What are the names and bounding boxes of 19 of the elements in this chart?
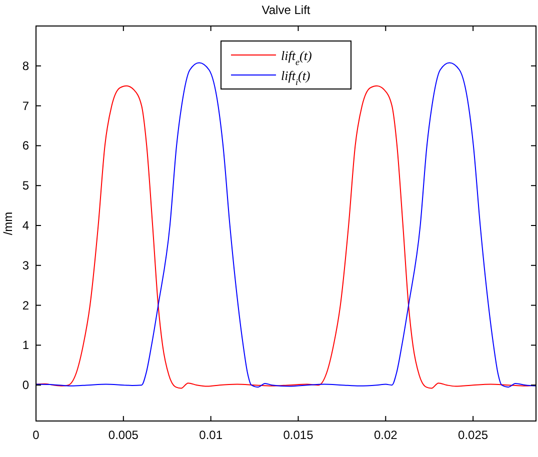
legend-label: lift$_{i}$(t) bbox=[281, 68, 310, 87]
y-tick-label: 1 bbox=[22, 338, 30, 352]
x-tick-label: 0.015 bbox=[283, 428, 314, 442]
chart-title: Valve Lift bbox=[262, 3, 311, 17]
y-tick-label: 7 bbox=[22, 98, 30, 113]
y-tick-label: 2 bbox=[22, 298, 30, 312]
x-tick-label: 0 bbox=[32, 428, 40, 442]
y-tick-label: 4 bbox=[22, 218, 30, 232]
x-tick-label: 0.005 bbox=[108, 428, 139, 442]
y-tick-label: 8 bbox=[22, 58, 30, 73]
x-tick-label: 0.01 bbox=[199, 428, 223, 442]
legend-label: lift$_{e}$(t) bbox=[281, 48, 312, 67]
y-tick-label: 3 bbox=[22, 258, 30, 272]
y-tick-label: 0 bbox=[22, 378, 30, 392]
y-tick-label: 5 bbox=[22, 178, 30, 193]
y-tick-label: 6 bbox=[22, 138, 30, 153]
x-tick-label: 0.02 bbox=[374, 428, 398, 442]
y-axis-title: /mm bbox=[1, 212, 15, 236]
x-tick-label: 0.025 bbox=[458, 428, 488, 442]
